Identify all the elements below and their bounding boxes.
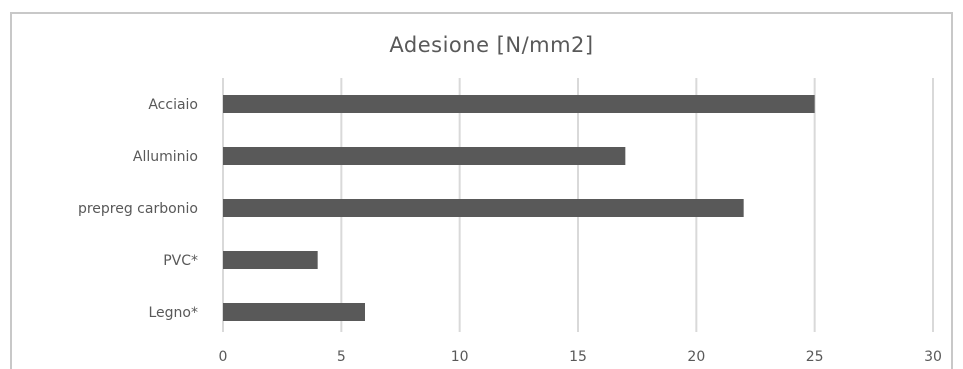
x-tick-label: 20 <box>687 349 705 365</box>
bar-prepreg-carbonio <box>223 199 744 217</box>
category-label: PVC* <box>163 253 198 269</box>
x-tick-label: 15 <box>569 349 587 365</box>
category-label: Acciaio <box>148 97 198 113</box>
category-label: Legno* <box>149 305 199 321</box>
bar-alluminio <box>223 147 626 165</box>
bar-pvc <box>223 251 318 269</box>
category-labels: Acciaio Alluminio prepreg carbonio PVC* Legn… <box>78 97 198 321</box>
x-tick-label: 10 <box>451 349 469 365</box>
chart-title: Adesione [N/mm2] <box>389 33 594 57</box>
bar-acciaio <box>223 95 815 113</box>
bars <box>223 95 815 321</box>
category-label: Alluminio <box>133 149 198 165</box>
x-tick-label: 5 <box>337 349 346 365</box>
x-tick-label: 0 <box>219 349 228 365</box>
x-tick-label: 30 <box>924 349 942 365</box>
category-label: prepreg carbonio <box>78 201 198 217</box>
x-tick-label: 25 <box>806 349 824 365</box>
bar-legno <box>223 303 365 321</box>
chart-frame <box>10 12 953 369</box>
x-tick-labels: 0 5 10 15 20 25 30 <box>219 349 942 365</box>
